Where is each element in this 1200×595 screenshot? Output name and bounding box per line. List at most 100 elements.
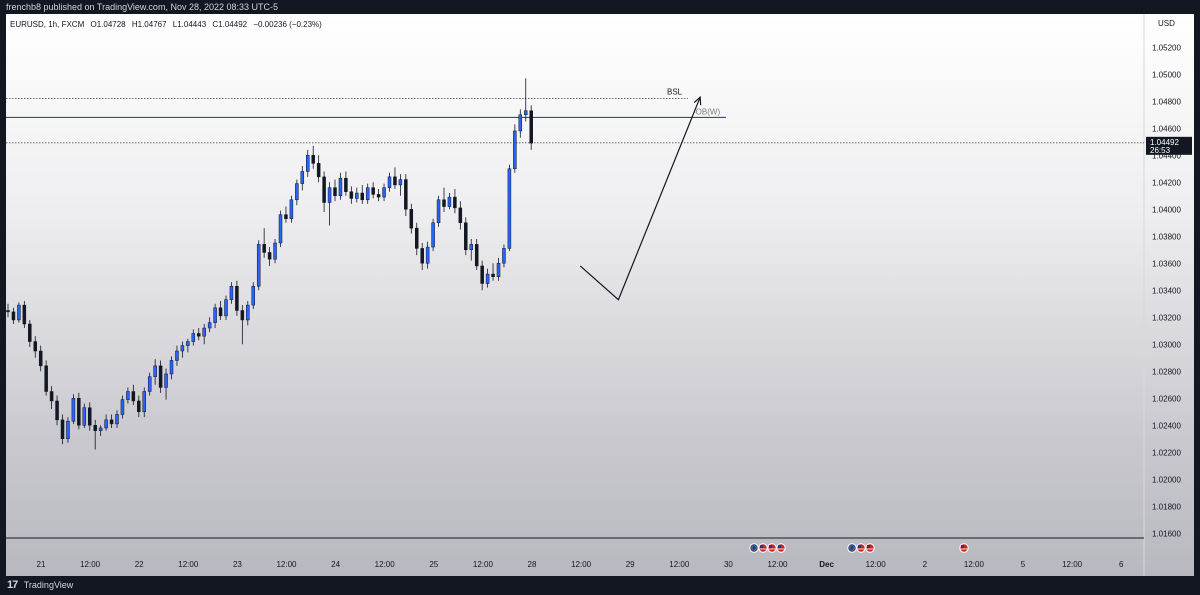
candle[interactable] bbox=[513, 130, 517, 169]
candle[interactable] bbox=[33, 341, 37, 352]
candle[interactable] bbox=[300, 171, 305, 184]
candle[interactable] bbox=[98, 427, 103, 431]
candle[interactable] bbox=[464, 222, 468, 250]
candle[interactable] bbox=[158, 365, 163, 388]
candle[interactable] bbox=[327, 187, 332, 203]
candle[interactable] bbox=[115, 414, 119, 425]
candle[interactable] bbox=[66, 420, 70, 440]
candle[interactable] bbox=[284, 214, 288, 219]
legend-symbol[interactable]: EURUSD, 1h, FXCM bbox=[10, 20, 85, 29]
candle[interactable] bbox=[469, 244, 473, 251]
candle[interactable] bbox=[186, 341, 190, 346]
candle[interactable] bbox=[447, 196, 452, 207]
candle[interactable] bbox=[333, 187, 337, 196]
candle[interactable] bbox=[344, 177, 348, 192]
candle[interactable] bbox=[71, 398, 76, 422]
candle[interactable] bbox=[474, 244, 479, 267]
candle[interactable] bbox=[256, 244, 261, 287]
candle[interactable] bbox=[191, 333, 196, 342]
candle[interactable] bbox=[316, 163, 321, 178]
candle[interactable] bbox=[376, 194, 381, 198]
candle[interactable] bbox=[246, 304, 250, 321]
candle[interactable] bbox=[360, 192, 364, 201]
candle[interactable] bbox=[436, 199, 441, 224]
candle[interactable] bbox=[425, 246, 430, 264]
candle[interactable] bbox=[202, 327, 206, 337]
candle[interactable] bbox=[371, 187, 375, 195]
candle[interactable] bbox=[278, 214, 283, 244]
candle[interactable] bbox=[338, 177, 343, 196]
candle[interactable] bbox=[44, 365, 48, 392]
candle[interactable] bbox=[387, 176, 392, 188]
candle[interactable] bbox=[126, 391, 130, 400]
candle[interactable] bbox=[229, 285, 234, 300]
candle[interactable] bbox=[131, 391, 136, 402]
candle[interactable] bbox=[507, 168, 512, 249]
candle[interactable] bbox=[82, 407, 87, 426]
candle[interactable] bbox=[213, 307, 217, 323]
candle[interactable] bbox=[398, 179, 403, 186]
candle[interactable] bbox=[22, 304, 27, 325]
candle[interactable] bbox=[142, 391, 146, 412]
candle[interactable] bbox=[17, 304, 21, 321]
candlestick-chart[interactable]: 1.05200 1.05000 1.04800 1.04600 1.04400 1.042… bbox=[6, 14, 1194, 576]
candle[interactable] bbox=[529, 110, 533, 144]
candle[interactable] bbox=[306, 155, 310, 172]
candle[interactable] bbox=[349, 191, 354, 199]
candle[interactable] bbox=[240, 310, 245, 321]
candle[interactable] bbox=[262, 244, 266, 253]
candle[interactable] bbox=[382, 187, 386, 198]
candle[interactable] bbox=[295, 183, 299, 201]
candle[interactable] bbox=[442, 199, 446, 207]
candle[interactable] bbox=[55, 400, 59, 421]
candle[interactable] bbox=[518, 114, 523, 132]
candle[interactable] bbox=[175, 350, 179, 361]
candle[interactable] bbox=[153, 365, 157, 377]
candle[interactable] bbox=[60, 419, 65, 440]
candle[interactable] bbox=[120, 399, 125, 415]
candle[interactable] bbox=[109, 419, 114, 425]
candle[interactable] bbox=[235, 285, 239, 311]
candle[interactable] bbox=[485, 273, 490, 284]
candle[interactable] bbox=[104, 419, 108, 429]
candle[interactable] bbox=[502, 248, 506, 264]
candle[interactable] bbox=[420, 248, 424, 264]
candle[interactable] bbox=[365, 187, 370, 201]
brand-name[interactable]: TradingView bbox=[23, 580, 74, 591]
candle[interactable] bbox=[207, 322, 212, 329]
candle[interactable] bbox=[453, 196, 457, 209]
candle[interactable] bbox=[355, 192, 359, 199]
candle[interactable] bbox=[38, 350, 43, 367]
candle[interactable] bbox=[289, 199, 294, 219]
candle[interactable] bbox=[180, 345, 185, 352]
candle[interactable] bbox=[6, 310, 10, 313]
candle[interactable] bbox=[409, 209, 414, 229]
candle[interactable] bbox=[11, 311, 16, 321]
candle[interactable] bbox=[524, 110, 528, 115]
candle[interactable] bbox=[404, 179, 408, 210]
candle[interactable] bbox=[322, 176, 326, 203]
candle[interactable] bbox=[458, 207, 463, 223]
candle[interactable] bbox=[77, 398, 81, 426]
candle[interactable] bbox=[273, 242, 277, 260]
candle[interactable] bbox=[137, 400, 141, 413]
candle[interactable] bbox=[88, 407, 92, 426]
candle[interactable] bbox=[93, 425, 97, 431]
candle[interactable] bbox=[496, 263, 501, 277]
candle[interactable] bbox=[311, 155, 315, 164]
candle[interactable] bbox=[49, 391, 54, 402]
candle[interactable] bbox=[491, 273, 495, 277]
candle[interactable] bbox=[415, 227, 419, 249]
chart-frame[interactable]: 1.05200 1.05000 1.04800 1.04600 1.04400 1.042… bbox=[6, 14, 1194, 576]
tradingview-logo-icon[interactable]: 17 bbox=[7, 579, 18, 592]
eu-flag-icon[interactable] bbox=[749, 543, 759, 553]
candle[interactable] bbox=[28, 323, 32, 342]
candle[interactable] bbox=[224, 299, 228, 317]
candle[interactable] bbox=[431, 222, 435, 248]
eu-flag-icon[interactable] bbox=[847, 543, 857, 553]
candle[interactable] bbox=[147, 376, 152, 392]
candle[interactable] bbox=[218, 307, 223, 317]
projection-path[interactable] bbox=[579, 96, 701, 301]
candle[interactable] bbox=[251, 285, 255, 306]
candle[interactable] bbox=[480, 265, 484, 284]
